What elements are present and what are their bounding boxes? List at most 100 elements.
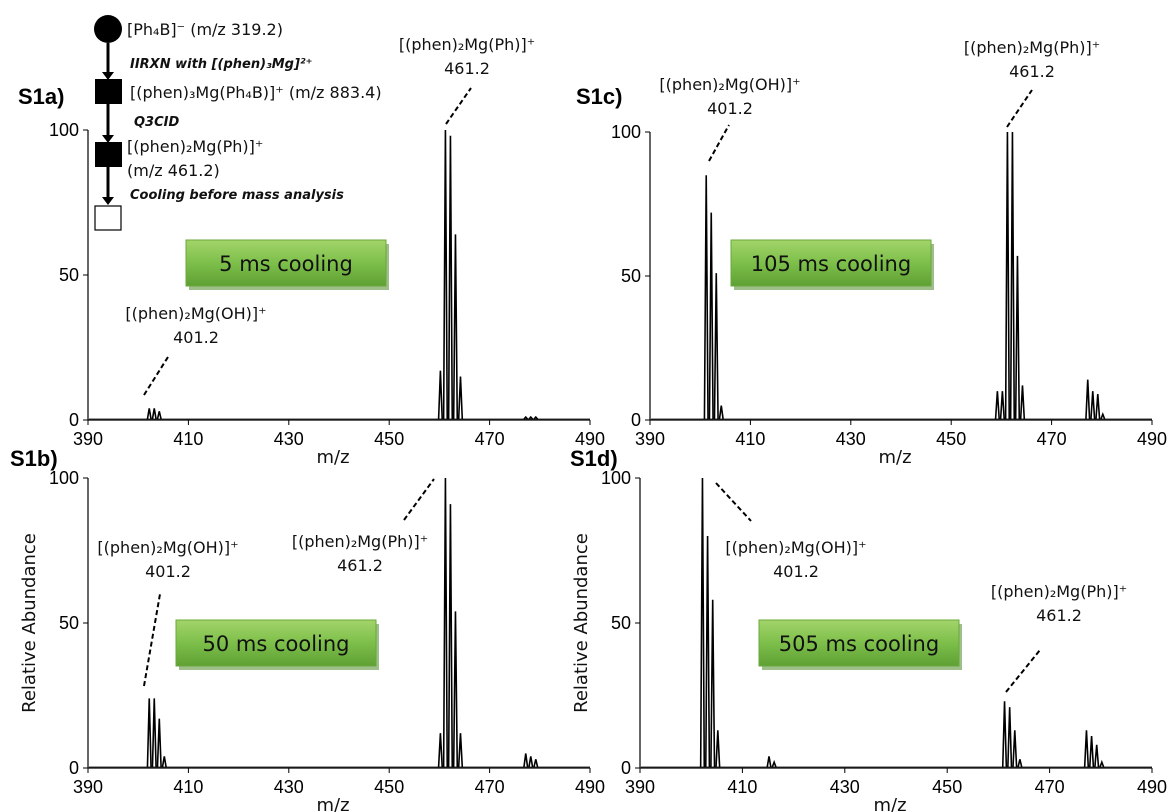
cooled-ion-marker — [94, 205, 122, 231]
peak-annotation-mz: 401.2 — [773, 562, 819, 581]
x-tick-label: 410 — [173, 429, 203, 449]
y-tick-label: 0 — [69, 758, 79, 778]
x-tick-label: 490 — [1137, 429, 1167, 449]
spectrum-peak — [523, 415, 529, 420]
peak-annotation-label: [(phen)₂Mg(OH)]⁺ — [97, 538, 238, 557]
x-tick-label: 430 — [274, 429, 304, 449]
spectrum-peak — [704, 535, 711, 768]
spectrum-peak — [457, 733, 464, 768]
spectrum-peak — [442, 477, 449, 768]
peak-annotation-mz: 461.2 — [337, 556, 383, 575]
peak-annotation-mz: 401.2 — [145, 562, 191, 581]
spectrum-peak — [452, 234, 459, 420]
spectrum-peak — [533, 415, 539, 420]
spectrum-peak — [1017, 759, 1023, 768]
y-tick-label: 100 — [601, 468, 631, 488]
scheme-step-3: Cooling before mass analysis — [130, 188, 344, 203]
x-tick-label: 450 — [936, 429, 966, 449]
complex-marker — [95, 79, 122, 104]
scheme-step-1: IIRXN with [(phen)₃Mg]²⁺ — [130, 57, 312, 72]
spectrum-peak — [1012, 730, 1018, 768]
scheme-intermediate-label: [(phen)₃Mg(Ph₄B)]⁺ (m/z 883.4) — [130, 83, 382, 102]
x-tick-label: 470 — [1037, 429, 1067, 449]
x-tick-label: 490 — [575, 777, 605, 797]
scheme-arrowhead-2 — [102, 135, 114, 143]
panel-label: S1a) — [18, 84, 64, 109]
scheme-product-mz: (m/z 461.2) — [127, 161, 220, 180]
peak-annotation-mz: 461.2 — [1009, 62, 1055, 81]
x-tick-label: 450 — [374, 429, 404, 449]
scheme-product-label: [(phen)₂Mg(Ph)]⁺ — [127, 137, 263, 156]
y-tick-label: 100 — [49, 468, 79, 488]
cooling-badge — [730, 239, 932, 287]
x-tick-label: 410 — [727, 777, 757, 797]
spectrum-peak — [442, 129, 449, 420]
peak-annotation-label: [(phen)₂Mg(Ph)]⁺ — [399, 35, 535, 54]
chart-panel-s1d: S1d) 0 50 100 390 410 430 450 470 490 m/z Relative … — [570, 446, 1167, 812]
annotation-leader-line — [1006, 89, 1033, 128]
panel-label: S1d) — [570, 446, 618, 471]
spectrum-peak — [437, 733, 444, 768]
x-tick-label: 490 — [1137, 777, 1167, 797]
cooling-badge — [185, 239, 387, 287]
spectrum-peak — [533, 759, 539, 768]
spectrum-peak — [699, 477, 706, 768]
annotation-leader-line — [403, 478, 435, 521]
spectrum-peak — [766, 756, 772, 768]
x-axis-title: m/z — [316, 447, 349, 468]
cooling-badge-label: 5 ms cooling — [219, 252, 353, 276]
y-tick-label: 50 — [59, 613, 79, 633]
peak-annotation-label: [(phen)₂Mg(OH)]⁺ — [725, 538, 866, 557]
x-tick-label: 430 — [830, 777, 860, 797]
annotation-leader-line — [445, 87, 472, 125]
scheme-start-label: [Ph₄B]⁻ (m/z 319.2) — [127, 20, 283, 39]
anion-precursor-marker — [94, 15, 122, 43]
y-tick-label: 0 — [631, 410, 641, 430]
annotation-leader-line — [708, 124, 730, 162]
cooling-badge — [175, 619, 377, 667]
spectrum-peak — [1083, 730, 1090, 768]
y-tick-label: 50 — [59, 265, 79, 285]
peak-annotation-label: [(phen)₂Mg(Ph)]⁺ — [292, 532, 428, 551]
x-tick-label: 450 — [932, 777, 962, 797]
spectrum-peak — [771, 759, 777, 768]
y-tick-label: 100 — [611, 122, 641, 142]
annotation-leader-line — [143, 356, 169, 396]
x-tick-label: 390 — [635, 429, 665, 449]
scheme-arrowhead-1 — [102, 72, 114, 80]
x-axis-title: m/z — [873, 795, 906, 812]
x-tick-label: 390 — [73, 777, 103, 797]
spectrum-peak — [708, 212, 714, 420]
spectrum-peak — [703, 175, 709, 420]
spectrum-peak — [528, 415, 534, 420]
spectrum-peak — [718, 405, 724, 420]
spectrum-peak — [437, 370, 444, 420]
scheme-step-2: Q3CID — [134, 115, 179, 130]
spectrum-peak — [151, 698, 157, 768]
x-tick-label: 430 — [274, 777, 304, 797]
x-tick-label: 450 — [374, 777, 404, 797]
peak-annotation-label: [(phen)₂Mg(Ph)]⁺ — [964, 38, 1100, 57]
spectrum-peak — [999, 391, 1005, 420]
spectrum-peak — [447, 504, 454, 768]
spectrum-peak — [713, 273, 719, 420]
spectrum-peak — [156, 718, 162, 768]
x-tick-label: 390 — [73, 429, 103, 449]
spectrum-peak — [994, 391, 1000, 420]
peak-annotation-mz: 461.2 — [444, 59, 490, 78]
x-tick-label: 490 — [575, 429, 605, 449]
spectrum-peak — [151, 408, 157, 420]
spectrum-peak — [161, 756, 167, 768]
y-tick-label: 0 — [621, 758, 631, 778]
product-marker — [95, 142, 122, 167]
spectrum-peak — [1099, 759, 1105, 768]
y-tick-label: 100 — [49, 120, 79, 140]
annotation-leader-line — [1005, 649, 1041, 693]
cooling-badge-label: 505 ms cooling — [779, 632, 939, 656]
reaction-scheme: [Ph₄B]⁻ (m/z 319.2) IIRXN with [(phen)₃M… — [94, 15, 382, 231]
x-tick-label: 410 — [735, 429, 765, 449]
spectrum-peak — [715, 730, 721, 768]
spectrum-peak — [1014, 255, 1021, 420]
x-tick-label: 410 — [173, 777, 203, 797]
